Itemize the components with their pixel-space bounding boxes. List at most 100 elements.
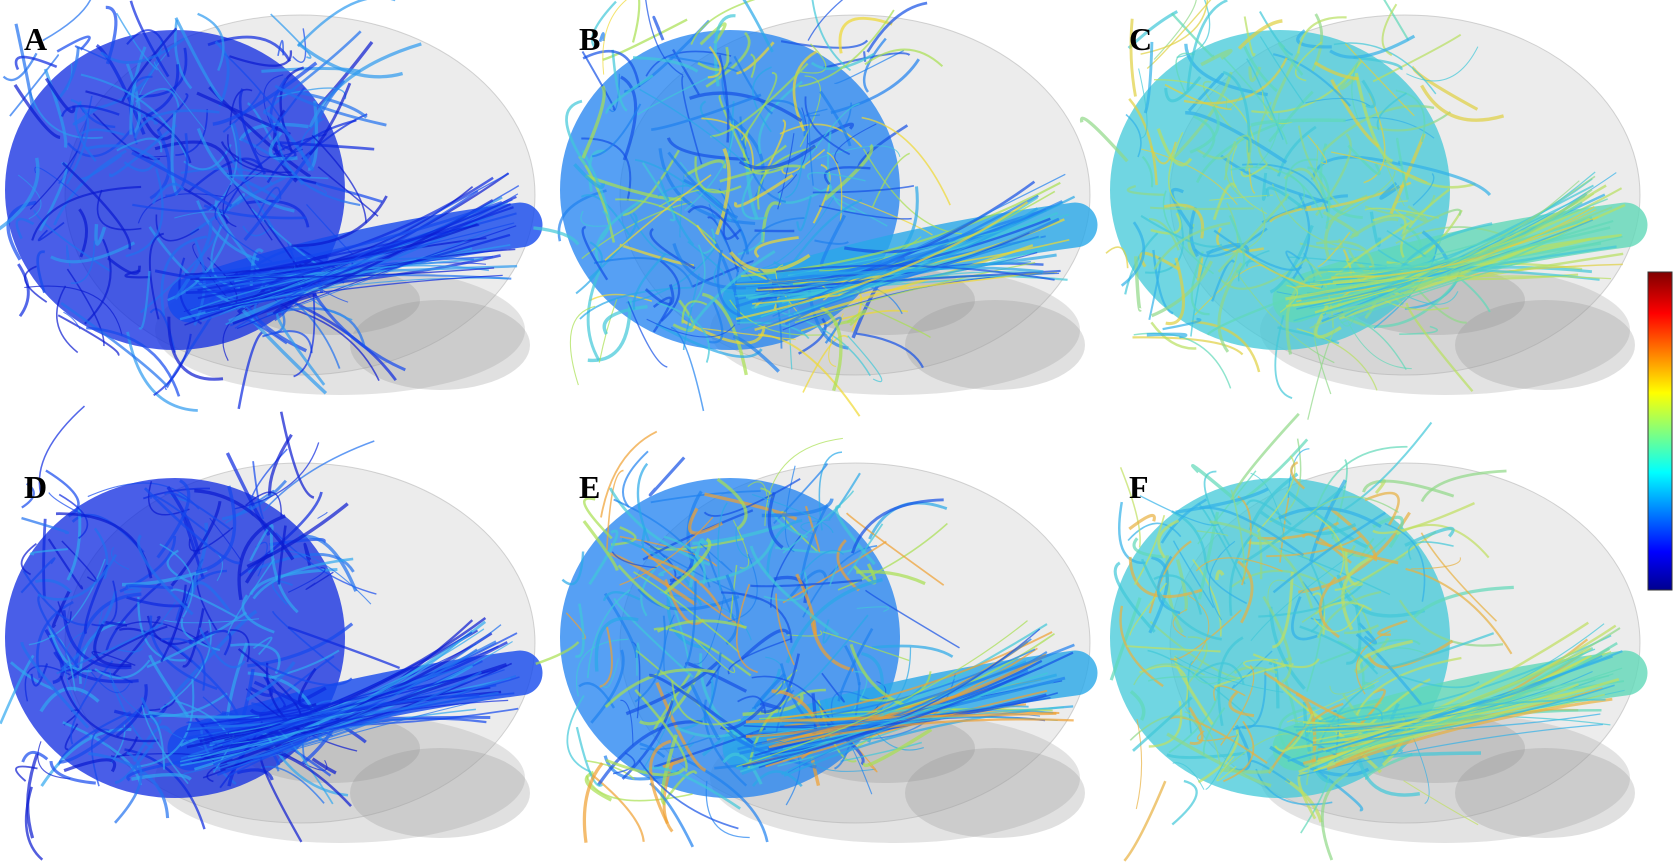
fiber <box>159 619 212 710</box>
fiber <box>115 684 148 738</box>
fiber <box>680 735 695 754</box>
fiber <box>1319 143 1363 220</box>
fiber <box>1141 155 1154 188</box>
fiber <box>1319 638 1421 665</box>
fiber <box>1194 227 1268 258</box>
fiber <box>649 227 696 270</box>
fiber <box>1113 561 1156 633</box>
fiber <box>278 87 368 119</box>
fiber <box>639 742 666 759</box>
fiber <box>269 649 340 679</box>
fiber <box>775 264 1055 281</box>
fiber <box>17 174 42 220</box>
fiber <box>846 309 867 327</box>
fiber <box>845 102 852 125</box>
fiber <box>1362 479 1455 498</box>
fiber <box>22 570 88 626</box>
fiber <box>807 0 844 41</box>
fiber <box>660 734 678 806</box>
fiber <box>1205 733 1239 791</box>
fiber <box>782 540 887 604</box>
fiber <box>1312 654 1603 732</box>
fiber <box>20 557 56 594</box>
fiber <box>633 571 740 653</box>
fiber <box>1238 250 1270 282</box>
fiber <box>212 631 473 747</box>
fiber <box>1278 42 1304 76</box>
fiber <box>847 335 883 383</box>
panel: B <box>533 0 1098 417</box>
fiber <box>1266 535 1362 558</box>
fiber <box>738 144 817 170</box>
fiber <box>627 301 668 368</box>
fiber <box>1384 522 1426 602</box>
fiber <box>871 644 954 658</box>
fiber <box>91 580 118 627</box>
fiber <box>798 317 827 355</box>
fiber <box>151 182 185 205</box>
fiber <box>1315 540 1399 565</box>
fiber <box>1322 104 1435 152</box>
fiber <box>1326 198 1608 275</box>
fiber <box>180 618 221 652</box>
fiber <box>1174 655 1284 693</box>
fiber <box>1329 34 1416 59</box>
fiber <box>694 156 742 194</box>
fiber <box>1309 171 1596 309</box>
fiber <box>1105 246 1129 269</box>
fiber <box>600 430 658 518</box>
fiber <box>809 613 854 672</box>
fiber <box>693 596 725 665</box>
fiber <box>94 659 151 679</box>
fiber <box>663 770 698 802</box>
fiber <box>1355 630 1391 695</box>
fiber <box>30 663 49 687</box>
fiber <box>1356 651 1379 675</box>
fiber <box>850 498 944 554</box>
fiber <box>729 299 828 336</box>
fiber <box>226 222 515 278</box>
fiber <box>1147 676 1241 682</box>
fiber <box>856 606 890 613</box>
fiber <box>1148 540 1192 614</box>
fiber <box>1317 591 1382 639</box>
fiber <box>819 205 912 220</box>
fiber <box>1356 639 1414 672</box>
fiber <box>1214 569 1225 581</box>
fiber <box>604 174 712 261</box>
fiber <box>566 695 592 773</box>
fiber <box>1313 604 1365 633</box>
fiber <box>737 695 767 714</box>
fiber <box>605 74 654 115</box>
fiber <box>705 664 722 687</box>
fiber <box>665 594 752 641</box>
fiber <box>663 537 712 595</box>
fiber <box>681 300 708 324</box>
fiber <box>1151 260 1213 318</box>
fiber <box>236 768 274 781</box>
fiber <box>173 221 213 300</box>
fiber <box>632 252 667 310</box>
fiber <box>729 251 811 273</box>
fiber <box>743 144 787 170</box>
fiber <box>14 55 58 71</box>
fiber <box>582 49 641 88</box>
fiber <box>1272 53 1352 107</box>
fiber <box>1344 43 1415 117</box>
fiber <box>155 214 200 242</box>
fiber <box>683 581 697 669</box>
fiber <box>640 735 715 751</box>
fiber <box>1134 256 1143 312</box>
fiber <box>1162 190 1215 275</box>
fiber <box>195 485 237 574</box>
fiber <box>594 616 639 672</box>
fiber <box>311 757 337 775</box>
fiber <box>305 571 334 591</box>
fiber <box>1259 510 1357 536</box>
fiber <box>593 257 694 288</box>
fiber <box>1191 463 1233 499</box>
fiber <box>293 293 316 378</box>
fiber <box>862 728 933 768</box>
fiber <box>1128 556 1203 599</box>
fiber <box>1361 79 1376 109</box>
